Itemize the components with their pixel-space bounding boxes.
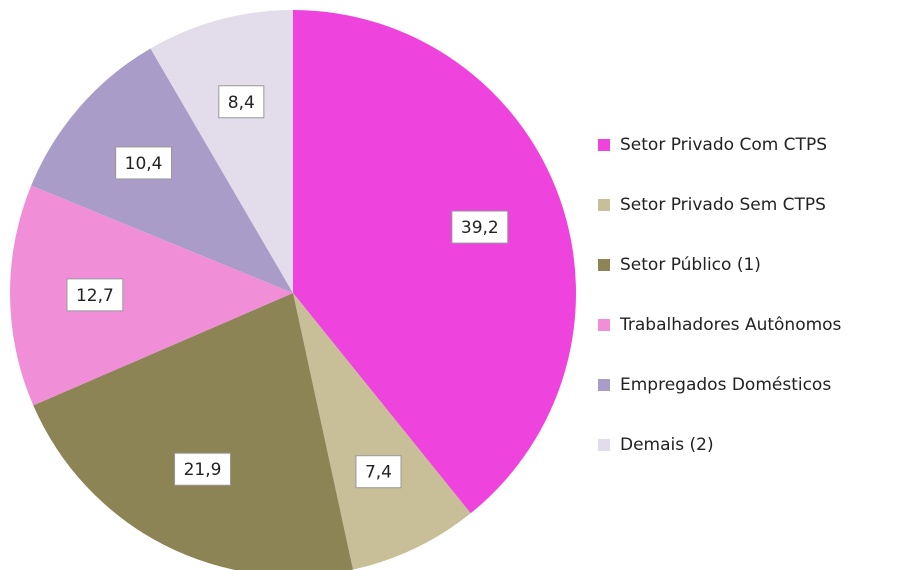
data-label-box bbox=[451, 210, 509, 244]
legend-swatch bbox=[598, 259, 610, 271]
pie-slice bbox=[150, 10, 293, 293]
pie-slice bbox=[293, 293, 471, 570]
data-label: 12,7 bbox=[76, 286, 114, 306]
legend-label: Setor Privado Com CTPS bbox=[620, 135, 827, 155]
legend-swatch bbox=[598, 139, 610, 151]
legend-swatch bbox=[598, 379, 610, 391]
pie-slice bbox=[33, 293, 353, 570]
legend-label: Setor Público (1) bbox=[620, 255, 761, 275]
legend-label: Demais (2) bbox=[620, 435, 714, 455]
data-label: 21,9 bbox=[184, 460, 222, 480]
data-label-box bbox=[115, 146, 173, 180]
legend-swatch bbox=[598, 199, 610, 211]
data-label: 7,4 bbox=[365, 463, 392, 483]
data-label-box bbox=[218, 85, 265, 119]
data-label: 39,2 bbox=[461, 218, 499, 238]
legend-swatch bbox=[598, 319, 610, 331]
legend-label: Empregados Domésticos bbox=[620, 375, 831, 395]
data-label-box bbox=[66, 278, 124, 312]
data-label: 10,4 bbox=[125, 154, 163, 174]
data-label-box bbox=[355, 455, 402, 489]
legend-label: Trabalhadores Autônomos bbox=[619, 315, 842, 335]
data-label: 8,4 bbox=[228, 93, 255, 113]
data-label-box bbox=[174, 452, 231, 486]
legend-label: Setor Privado Sem CTPS bbox=[620, 195, 826, 215]
legend-swatch bbox=[598, 439, 610, 451]
pie-slice bbox=[293, 10, 576, 514]
pie-slice bbox=[9, 185, 293, 406]
